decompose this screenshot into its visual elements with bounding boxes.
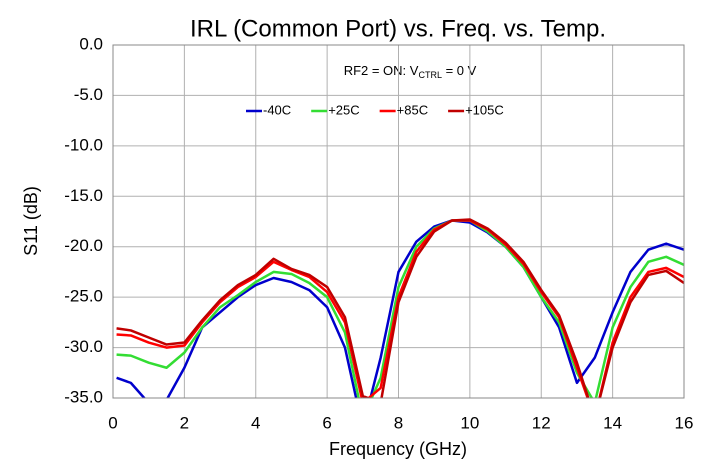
y-tick-label: -20.0 bbox=[64, 236, 103, 255]
x-tick-label: 12 bbox=[532, 413, 551, 432]
grid bbox=[112, 44, 685, 399]
y-tick-label: -10.0 bbox=[64, 135, 103, 154]
x-tick-label: 6 bbox=[322, 413, 331, 432]
legend-label: +25C bbox=[328, 102, 359, 117]
y-axis-label: S11 (dB) bbox=[21, 186, 41, 256]
x-tick-label: 10 bbox=[460, 413, 479, 432]
y-tick-label: -30.0 bbox=[64, 337, 103, 356]
x-tick-label: 14 bbox=[603, 413, 622, 432]
y-tick-label: -25.0 bbox=[64, 287, 103, 306]
legend-label: -40C bbox=[263, 102, 291, 117]
legend-label: +85C bbox=[397, 102, 428, 117]
x-tick-label: 2 bbox=[180, 413, 189, 432]
annotation-text: RF2 = ON: V bbox=[344, 63, 419, 78]
annotation-sub: CTRL bbox=[418, 70, 442, 80]
plot-frame bbox=[112, 44, 685, 399]
annotation-after: = 0 V bbox=[442, 63, 477, 78]
x-tick-label: 16 bbox=[675, 413, 694, 432]
series-line bbox=[116, 218, 684, 398]
x-axis-label: Frequency (GHz) bbox=[329, 439, 467, 459]
series-line bbox=[116, 219, 684, 398]
x-tick-label: 4 bbox=[251, 413, 260, 432]
x-tick-label: 0 bbox=[108, 413, 117, 432]
y-tick-label: -35.0 bbox=[64, 387, 103, 406]
annotation: RF2 = ON: VCTRL = 0 V bbox=[344, 63, 477, 80]
y-tick-label: 0.0 bbox=[79, 34, 103, 53]
legend-label: +105C bbox=[465, 102, 504, 117]
y-tick-label: -15.0 bbox=[64, 186, 103, 205]
series-line bbox=[116, 219, 684, 398]
x-tick-label: 8 bbox=[394, 413, 403, 432]
chart-title: IRL (Common Port) vs. Freq. vs. Temp. bbox=[190, 15, 606, 42]
y-tick-label: -5.0 bbox=[74, 85, 103, 104]
plot-lines bbox=[116, 218, 684, 398]
